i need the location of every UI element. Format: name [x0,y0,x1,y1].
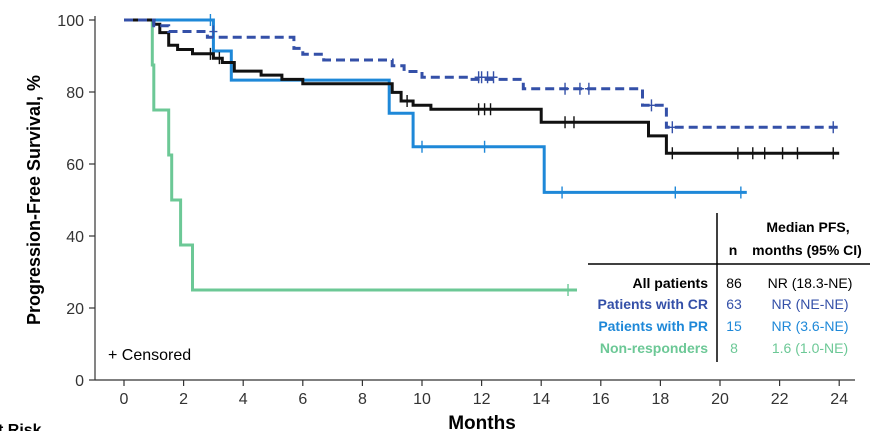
censor-mark [486,103,495,116]
x-tick-label: 24 [830,391,848,408]
series-line [124,18,577,292]
truncated-at-risk-label: t Risk [0,422,42,431]
censor-mark [748,147,757,160]
x-tick-label: 12 [473,391,491,408]
x-tick-label: 16 [592,391,610,408]
censor-mark [206,14,215,26]
legend-n: 63 [726,296,742,312]
censor-mark [647,99,656,112]
legend-n: 15 [726,318,742,334]
legend: Median PFS, n months (95% CI) All patients 8… [588,213,870,362]
y-tick-label: 40 [66,229,84,246]
x-tick-label: 20 [711,391,729,408]
series-non-responders [124,18,577,296]
series-line [124,18,840,129]
series-patients-with-cr [124,18,840,134]
survival-curves [124,14,840,296]
y-tick-label: 20 [66,301,84,318]
legend-header-median: Median PFS, [766,219,849,235]
legend-name: All patients [633,275,709,291]
censor-mark [778,147,787,160]
x-tick-label: 22 [771,391,789,408]
legend-name: Non-responders [600,340,708,356]
legend-median: NR (18.3-NE) [768,275,853,291]
censor-mark [575,82,584,95]
censored-note: + Censored [108,347,191,364]
series-patients-with-pr [124,14,747,199]
censor-mark [793,147,802,160]
x-tick-label: 8 [358,391,367,408]
censor-mark [418,140,426,153]
x-axis-title: Months [448,413,516,431]
legend-n: 8 [730,340,738,356]
censor-mark [215,52,224,65]
censor-mark [829,121,838,134]
censor-mark [569,116,578,129]
censor-mark [564,284,573,296]
censor-mark [668,147,677,160]
legend-median: 1.6 (1.0-NE) [772,340,848,356]
censor-mark [671,186,680,199]
censor-mark [489,71,498,84]
censor-mark [760,147,769,160]
legend-median: NR (NE-NE) [772,296,849,312]
censor-mark [561,82,570,95]
x-tick-label: 2 [179,391,188,408]
censor-mark [733,147,742,160]
legend-name: Patients with PR [598,318,708,334]
censor-mark [668,121,677,134]
censor-mark [403,95,412,107]
censor-mark [209,25,218,38]
legend-name: Patients with CR [598,296,708,312]
x-tick-label: 10 [413,391,431,408]
censor-mark [480,140,489,153]
series-line [124,18,840,155]
series-line [124,18,747,194]
y-tick-label: 80 [66,85,84,102]
series-all-patients [124,18,840,160]
censor-mark [206,47,215,60]
legend-header-n: n [729,242,738,258]
x-tick-label: 6 [298,391,307,408]
legend-n: 86 [726,275,742,291]
censor-mark [558,186,567,199]
legend-median: NR (3.6-NE) [771,318,848,334]
y-tick-label: 60 [66,157,84,174]
censor-mark [584,82,593,95]
y-tick-label: 100 [57,13,84,30]
legend-header-median-sub: months (95% CI) [752,242,862,258]
y-tick-label: 0 [75,373,84,390]
x-tick-label: 18 [652,391,670,408]
x-tick-label: 14 [532,391,550,408]
x-tick-label: 0 [120,391,129,408]
censor-mark [561,116,570,129]
censor-mark [829,147,838,160]
y-axis-title: Progression-Free Survival, % [24,75,44,325]
censor-mark [736,186,745,199]
x-tick-label: 4 [239,391,248,408]
